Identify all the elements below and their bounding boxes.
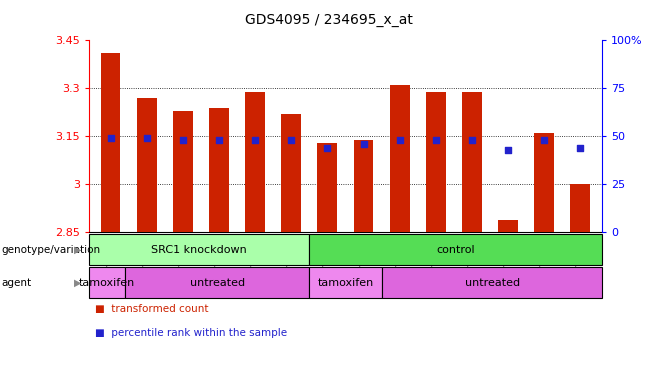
- Bar: [126, 267, 309, 298]
- Text: ▶: ▶: [74, 278, 82, 288]
- Point: [575, 145, 586, 151]
- Bar: [89, 234, 309, 265]
- Point: [467, 137, 477, 143]
- Point: [539, 137, 549, 143]
- Text: ■  transformed count: ■ transformed count: [95, 304, 209, 314]
- Bar: [101, 53, 120, 232]
- Bar: [89, 267, 126, 298]
- Bar: [534, 133, 554, 232]
- Text: agent: agent: [1, 278, 32, 288]
- Point: [214, 137, 224, 143]
- Bar: [462, 91, 482, 232]
- Text: tamoxifen: tamoxifen: [79, 278, 136, 288]
- Bar: [173, 111, 193, 232]
- Bar: [353, 139, 374, 232]
- Point: [141, 135, 152, 141]
- Text: control: control: [436, 245, 474, 255]
- Text: tamoxifen: tamoxifen: [317, 278, 374, 288]
- Point: [105, 135, 116, 141]
- Text: SRC1 knockdown: SRC1 knockdown: [151, 245, 247, 255]
- Bar: [309, 267, 382, 298]
- Bar: [281, 114, 301, 232]
- Bar: [137, 98, 157, 232]
- Point: [430, 137, 441, 143]
- Point: [394, 137, 405, 143]
- Bar: [309, 234, 602, 265]
- Bar: [426, 91, 445, 232]
- Bar: [390, 85, 409, 232]
- Bar: [245, 91, 265, 232]
- Text: ■  percentile rank within the sample: ■ percentile rank within the sample: [95, 328, 288, 338]
- Bar: [317, 143, 338, 232]
- Bar: [209, 108, 229, 232]
- Point: [358, 141, 368, 147]
- Text: ▶: ▶: [74, 245, 82, 255]
- Text: genotype/variation: genotype/variation: [1, 245, 101, 255]
- Point: [322, 145, 333, 151]
- Text: untreated: untreated: [190, 278, 245, 288]
- Point: [250, 137, 261, 143]
- Point: [286, 137, 297, 143]
- Text: untreated: untreated: [465, 278, 520, 288]
- Bar: [498, 220, 518, 232]
- Point: [503, 147, 513, 153]
- Text: GDS4095 / 234695_x_at: GDS4095 / 234695_x_at: [245, 13, 413, 27]
- Bar: [570, 184, 590, 232]
- Point: [178, 137, 188, 143]
- Bar: [382, 267, 602, 298]
